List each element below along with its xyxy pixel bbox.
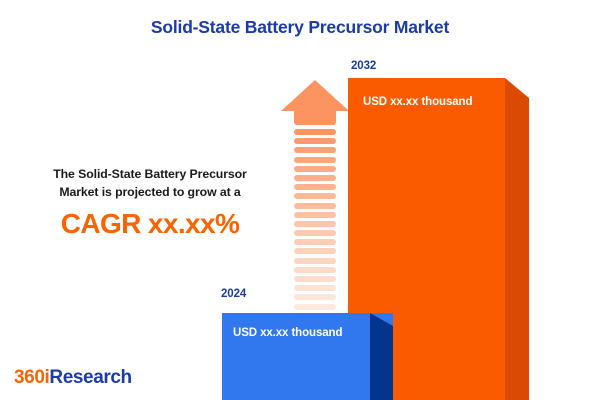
year-label-2032: 2032 [351, 60, 377, 72]
arrow-stripe [294, 138, 336, 145]
arrow-stripe [294, 285, 336, 292]
year-label-2024: 2024 [221, 288, 247, 300]
bar-value-2024: USD xx.xx thousand [233, 327, 343, 339]
up-arrow-icon [281, 80, 349, 347]
logo-360i-text: 360i [14, 367, 50, 388]
brand-logo: 360iResearch [14, 367, 132, 389]
arrow-stripe [294, 303, 336, 310]
arrow-stripe [294, 220, 336, 227]
arrow-stripe [294, 239, 336, 246]
narrative-block: The Solid-State Battery Precursor Market… [20, 165, 280, 241]
arrow-stripe [294, 266, 336, 273]
arrow-stripe [294, 276, 336, 282]
cagr-value: CAGR xx.xx% [60, 208, 240, 239]
arrow-stripe [294, 211, 336, 218]
narrative-line-1: The Solid-State Battery Precursor [53, 167, 247, 181]
arrow-stripe [294, 202, 336, 209]
arrow-stripe [294, 193, 336, 200]
arrow-neck-shape [294, 111, 336, 125]
arrow-stripe [294, 165, 336, 172]
logo-research-text: Research [49, 367, 132, 388]
arrow-stripe [294, 129, 336, 135]
arrow-stripe [294, 174, 336, 181]
arrow-stripe [294, 184, 336, 191]
bar-2024 [222, 313, 393, 400]
bar-2024-side-face [370, 313, 393, 400]
arrow-head-shape [281, 80, 349, 111]
bar-2024-front-face [222, 313, 370, 400]
bar-2032-side-face [505, 78, 529, 400]
bar-value-2032: USD xx.xx thousand [363, 96, 473, 108]
arrow-stripe [294, 294, 336, 301]
arrow-stripe [294, 147, 336, 154]
narrative-line-2: Market is projected to grow at a [59, 185, 241, 199]
arrow-stripe-stack [294, 129, 336, 359]
arrow-stripe [294, 257, 336, 264]
page-title: Solid-State Battery Precursor Market [150, 17, 450, 37]
arrow-stripe [294, 248, 336, 255]
arrow-stripe [294, 156, 336, 163]
arrow-stripe [294, 230, 336, 237]
